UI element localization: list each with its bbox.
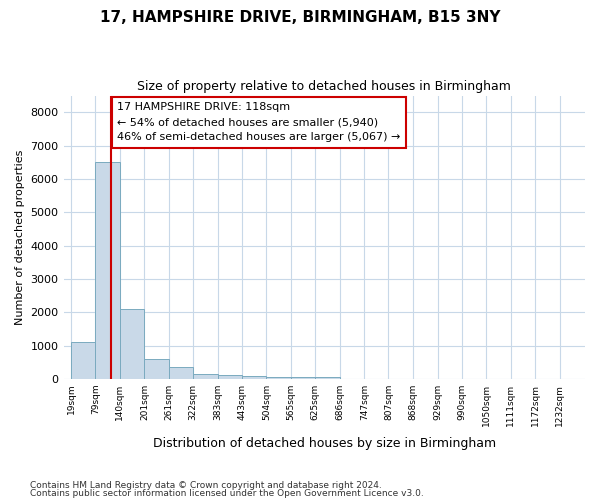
- Text: Contains HM Land Registry data © Crown copyright and database right 2024.: Contains HM Land Registry data © Crown c…: [30, 480, 382, 490]
- Bar: [291, 377, 315, 379]
- Bar: [266, 377, 291, 379]
- X-axis label: Distribution of detached houses by size in Birmingham: Distribution of detached houses by size …: [153, 437, 496, 450]
- Bar: [242, 376, 266, 379]
- Bar: [145, 359, 169, 379]
- Text: 17, HAMPSHIRE DRIVE, BIRMINGHAM, B15 3NY: 17, HAMPSHIRE DRIVE, BIRMINGHAM, B15 3NY: [100, 10, 500, 25]
- Bar: [120, 309, 145, 379]
- Bar: [218, 375, 242, 379]
- Bar: [315, 377, 340, 379]
- Bar: [95, 162, 120, 379]
- Bar: [169, 367, 193, 379]
- Text: 17 HAMPSHIRE DRIVE: 118sqm
← 54% of detached houses are smaller (5,940)
46% of s: 17 HAMPSHIRE DRIVE: 118sqm ← 54% of deta…: [117, 102, 400, 142]
- Bar: [193, 374, 218, 379]
- Text: Contains public sector information licensed under the Open Government Licence v3: Contains public sector information licen…: [30, 489, 424, 498]
- Y-axis label: Number of detached properties: Number of detached properties: [15, 150, 25, 325]
- Title: Size of property relative to detached houses in Birmingham: Size of property relative to detached ho…: [137, 80, 511, 93]
- Bar: [71, 342, 95, 379]
